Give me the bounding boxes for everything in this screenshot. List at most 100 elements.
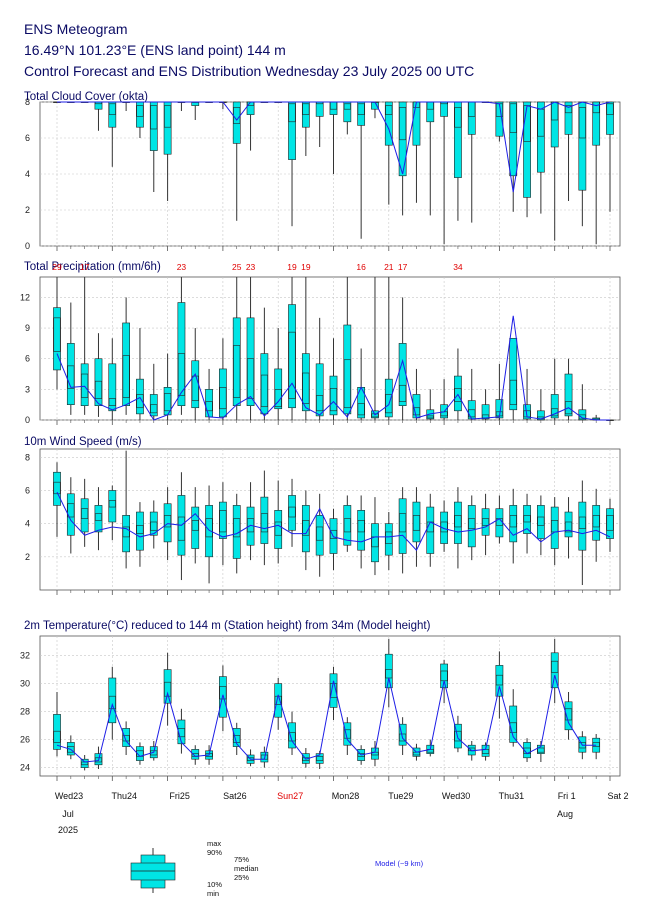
box-25-75 bbox=[302, 103, 310, 115]
y-tick-label: 6 bbox=[25, 133, 30, 143]
box-25-75 bbox=[399, 107, 407, 141]
box-25-75 bbox=[108, 103, 116, 115]
day-label: Mon28 bbox=[332, 791, 360, 801]
box-10-90 bbox=[550, 394, 559, 419]
box-10-90 bbox=[509, 337, 518, 411]
box-25-75 bbox=[357, 403, 365, 416]
day-label: Sat26 bbox=[223, 791, 247, 801]
box-25-75 bbox=[509, 722, 517, 733]
box-25-75 bbox=[592, 515, 600, 528]
box-25-75 bbox=[537, 516, 545, 526]
control-forecast-line bbox=[57, 101, 611, 193]
box-10-90 bbox=[495, 101, 504, 137]
box-25-75 bbox=[482, 518, 490, 526]
box-25-75 bbox=[509, 515, 517, 528]
box-25-75 bbox=[136, 524, 144, 534]
box-25-75 bbox=[454, 515, 462, 528]
extreme-value-label: 29 bbox=[52, 262, 62, 272]
box-25-75 bbox=[343, 359, 351, 409]
y-tick-label: 2 bbox=[25, 205, 30, 215]
box-25-75 bbox=[53, 317, 61, 352]
box-25-75 bbox=[440, 521, 448, 533]
box-25-75 bbox=[564, 708, 573, 721]
box-25-75 bbox=[191, 375, 199, 401]
box-25-75 bbox=[316, 395, 324, 412]
control-forecast-line bbox=[56, 315, 610, 421]
box-25-75 bbox=[164, 393, 172, 412]
legend-p75: 75% bbox=[234, 855, 249, 864]
legend-min: min bbox=[207, 889, 219, 898]
forecast-line: Control Forecast and ENS Distribution We… bbox=[24, 63, 475, 79]
box-25-75 bbox=[150, 404, 158, 414]
box-25-75 bbox=[260, 374, 268, 408]
day-label: Fri25 bbox=[169, 791, 190, 801]
box-10-90 bbox=[481, 404, 490, 420]
day-label: Fri 1 bbox=[558, 791, 576, 801]
box-25-75 bbox=[316, 756, 324, 761]
y-tick-label: 8 bbox=[25, 452, 30, 462]
box-25-75 bbox=[385, 105, 393, 115]
y-tick-label: 2 bbox=[25, 552, 30, 562]
box-25-75 bbox=[371, 536, 379, 548]
control-forecast-line bbox=[56, 491, 611, 552]
box-25-75 bbox=[551, 660, 559, 673]
box-25-75 bbox=[108, 695, 116, 710]
box-25-75 bbox=[564, 521, 573, 533]
box-25-75 bbox=[578, 414, 586, 420]
legend-max: max bbox=[207, 839, 221, 848]
box-25-75 bbox=[288, 103, 296, 123]
box-25-75 bbox=[343, 518, 351, 533]
box-25-75 bbox=[53, 481, 61, 495]
box-25-75 bbox=[399, 513, 407, 533]
box-25-75 bbox=[81, 508, 89, 519]
legend-p90: 90% bbox=[207, 848, 222, 857]
box-25-75 bbox=[219, 686, 227, 700]
legend-median: median bbox=[234, 864, 259, 873]
y-tick-label: 6 bbox=[25, 354, 30, 364]
box-25-75 bbox=[260, 513, 268, 533]
box-25-75 bbox=[578, 516, 586, 529]
box-25-75 bbox=[551, 101, 559, 121]
extreme-value-label: 17 bbox=[80, 262, 90, 272]
box-25-75 bbox=[136, 394, 144, 409]
box-10-90 bbox=[536, 410, 545, 421]
box-25-75 bbox=[150, 521, 158, 531]
extreme-value-label: 25 bbox=[232, 262, 242, 272]
box-25-75 bbox=[578, 107, 586, 139]
box-25-75 bbox=[288, 331, 296, 399]
day-label: Tue29 bbox=[388, 791, 413, 801]
box-25-75 bbox=[343, 103, 351, 110]
box-25-75 bbox=[592, 101, 600, 114]
box-25-75 bbox=[108, 398, 116, 406]
legend-p25: 25% bbox=[234, 873, 249, 882]
y-tick-label: 0 bbox=[25, 415, 30, 425]
box-25-75 bbox=[329, 388, 338, 412]
box-25-75 bbox=[164, 681, 172, 697]
panel-title: Total Cloud Cover (okta) bbox=[24, 91, 148, 103]
meteogram-title: ENS Meteogram bbox=[24, 21, 128, 37]
box-25-75 bbox=[592, 742, 600, 747]
y-tick-label: 3 bbox=[25, 384, 30, 394]
y-tick-label: 12 bbox=[20, 292, 30, 302]
box-25-75 bbox=[67, 503, 75, 518]
y-tick-label: 24 bbox=[20, 763, 30, 773]
box-25-75 bbox=[509, 379, 517, 405]
extreme-value-label: 23 bbox=[246, 262, 256, 272]
y-tick-label: 6 bbox=[25, 485, 30, 495]
day-label: Thu31 bbox=[499, 791, 525, 801]
day-label: Wed23 bbox=[55, 791, 83, 801]
location-line: 16.49°N 101.23°E (ENS land point) 144 m bbox=[24, 42, 286, 58]
y-tick-label: 9 bbox=[25, 323, 30, 333]
year-label: 2025 bbox=[58, 825, 78, 835]
box-25-75 bbox=[606, 515, 614, 531]
box-25-75 bbox=[523, 105, 531, 142]
y-tick-label: 4 bbox=[25, 519, 30, 529]
month-label: Jul bbox=[62, 809, 74, 819]
box-25-75 bbox=[233, 518, 241, 538]
extreme-value-label: 19 bbox=[287, 262, 297, 272]
box-25-75 bbox=[67, 365, 75, 389]
box-25-75 bbox=[357, 103, 365, 115]
box-25-75 bbox=[302, 372, 310, 404]
y-tick-label: 0 bbox=[25, 241, 30, 251]
box-25-75 bbox=[564, 105, 573, 114]
